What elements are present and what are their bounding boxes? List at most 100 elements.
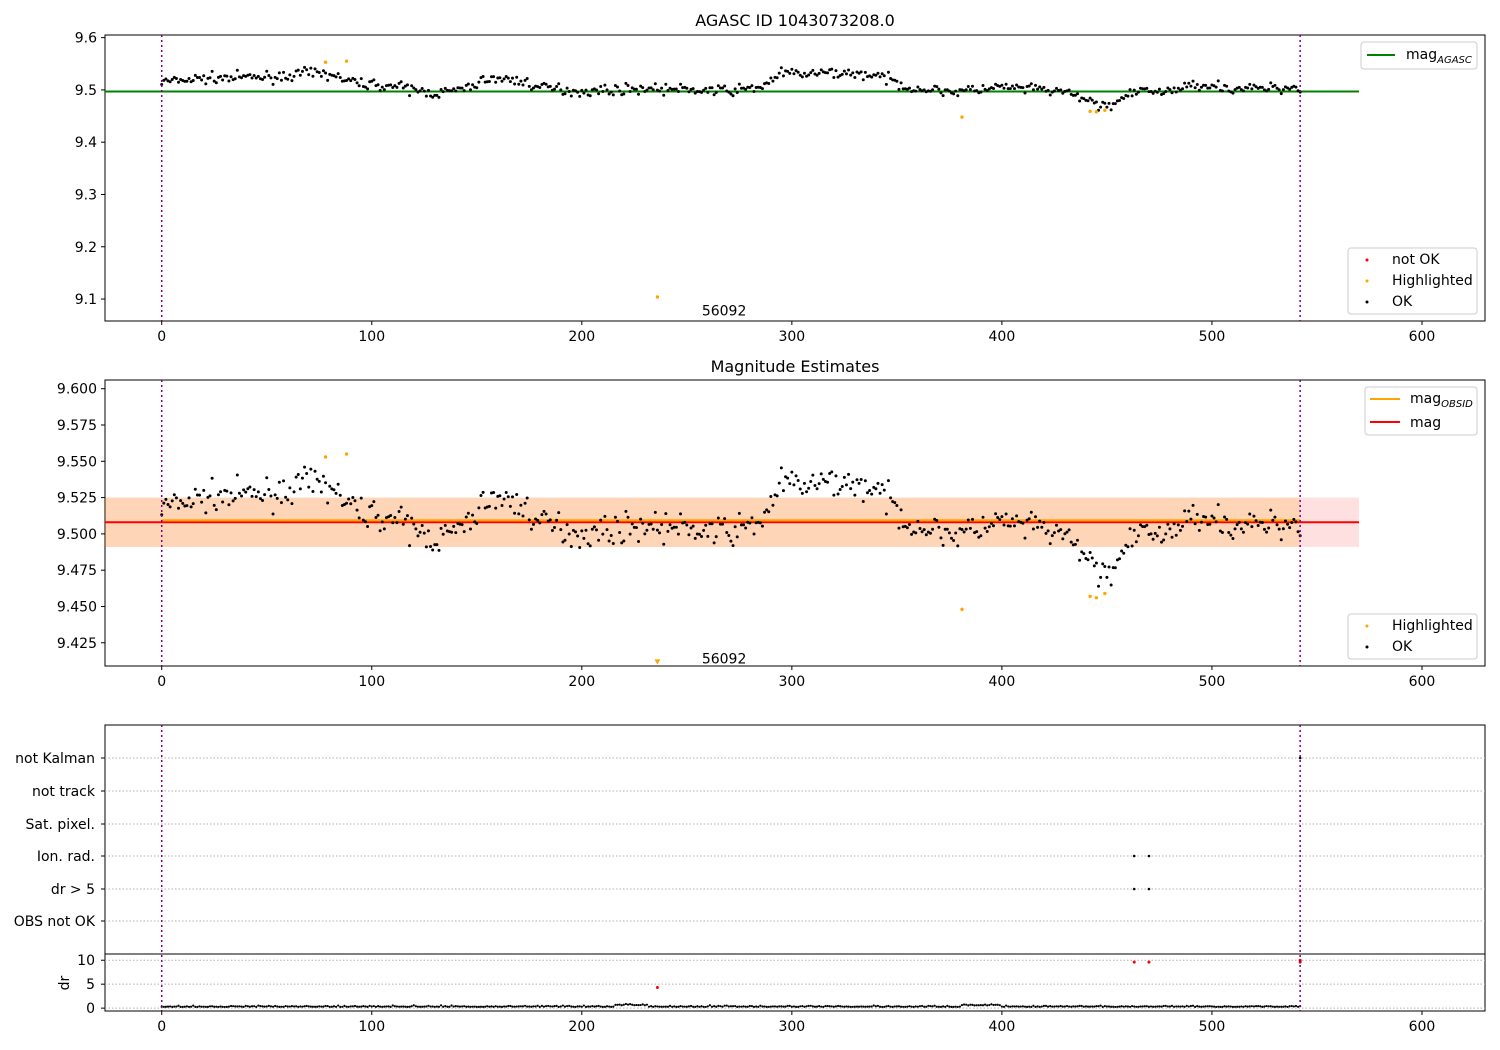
dr-point <box>1236 1005 1239 1008</box>
dr-point <box>973 1004 976 1007</box>
dr-point <box>1231 1005 1235 1008</box>
dr-point <box>1135 1005 1138 1008</box>
dr-point <box>1091 1005 1094 1008</box>
dr-point <box>345 1005 348 1008</box>
dr-point <box>1170 1004 1174 1007</box>
dr-point <box>593 1005 596 1008</box>
dr-point <box>1229 1005 1232 1008</box>
ok-point <box>412 522 416 526</box>
dr-point <box>1257 1005 1260 1008</box>
ok-point <box>582 536 586 540</box>
dr-point <box>433 1005 436 1008</box>
dr-point <box>171 1005 174 1008</box>
dr-point <box>1034 1005 1037 1008</box>
ok-point <box>424 94 428 98</box>
ok-point <box>987 525 991 529</box>
dr-point <box>929 1005 932 1008</box>
highlighted-point <box>960 607 964 612</box>
ok-point <box>1118 557 1122 561</box>
ok-point <box>1000 515 1004 519</box>
dr-axis-label: dr <box>57 975 73 990</box>
ok-point <box>1031 88 1035 92</box>
ok-point <box>716 84 720 88</box>
highlighted-point <box>655 295 660 299</box>
ok-point <box>884 82 888 86</box>
dr-not-ok-point <box>1132 960 1136 964</box>
ok-point <box>1002 86 1006 90</box>
dr-point <box>1072 1005 1075 1008</box>
ok-point <box>895 79 899 83</box>
dr-point <box>721 1005 724 1008</box>
dr-point <box>998 1004 1001 1007</box>
dr-point <box>307 1005 310 1008</box>
ok-point <box>830 67 834 71</box>
panel1-legend-markers: not OK Highlighted OK <box>1347 247 1478 315</box>
ok-point <box>1189 517 1193 521</box>
ok-point <box>305 471 309 475</box>
ok-point <box>531 522 535 526</box>
ok-point <box>227 503 231 507</box>
ok-point <box>1008 524 1012 528</box>
ok-point <box>195 493 199 497</box>
ok-point <box>403 517 407 521</box>
dr-point <box>213 1005 216 1008</box>
ok-point <box>1275 523 1279 527</box>
ok-point <box>418 89 422 93</box>
ok-point <box>441 90 445 94</box>
ok-point <box>349 79 353 83</box>
dr-point <box>809 1004 812 1007</box>
ok-point <box>168 505 172 509</box>
dr-point <box>637 1004 640 1007</box>
y-tick-label: 9.600 <box>57 382 97 398</box>
ok-point <box>1269 508 1273 512</box>
dr-point <box>1261 1005 1264 1008</box>
dr-point <box>1181 1005 1184 1008</box>
highlighted-point <box>1103 108 1107 112</box>
dr-point <box>492 1005 495 1008</box>
dr-point <box>400 1005 403 1008</box>
dr-point <box>719 1005 722 1008</box>
ok-point <box>317 479 321 483</box>
ok-point <box>494 80 498 84</box>
ok-point <box>1172 86 1176 90</box>
ok-point <box>1294 520 1298 524</box>
ok-point <box>170 78 174 82</box>
ok-point <box>1126 545 1130 549</box>
ok-point <box>624 509 628 513</box>
dr-point <box>379 1005 382 1008</box>
ok-point <box>1061 91 1065 95</box>
ok-point <box>567 532 571 536</box>
dr-point <box>1187 1005 1190 1008</box>
dr-point <box>366 1005 369 1008</box>
ok-point <box>588 544 592 548</box>
ok-point <box>641 521 645 525</box>
dr-point <box>221 1005 224 1008</box>
dr-point <box>227 1005 231 1008</box>
ok-point <box>716 516 720 520</box>
dr-point <box>494 1005 497 1008</box>
dr-point <box>1013 1005 1016 1008</box>
dr-point <box>500 1005 504 1008</box>
ok-point <box>521 514 525 518</box>
ok-point <box>1189 84 1193 88</box>
ok-point <box>1036 525 1040 529</box>
ok-point <box>1105 105 1109 109</box>
ok-point <box>307 73 311 77</box>
ok-point <box>693 536 697 540</box>
dr-point <box>824 1004 827 1008</box>
ok-point <box>468 88 472 92</box>
dr-point <box>566 1004 569 1008</box>
dr-point <box>1076 1005 1079 1008</box>
ok-point <box>1157 525 1161 529</box>
ok-point <box>878 491 882 495</box>
ok-point <box>1241 530 1245 534</box>
ok-point <box>1254 519 1258 523</box>
dr-point <box>1240 1005 1243 1008</box>
dr-point <box>385 1005 388 1008</box>
x-tick-label: 0 <box>157 329 166 345</box>
ok-point <box>855 478 859 482</box>
dr-point <box>255 1005 258 1008</box>
dr-point <box>544 1004 548 1008</box>
dr-point <box>271 1005 275 1008</box>
offscale-highlighted-marker <box>654 659 661 665</box>
